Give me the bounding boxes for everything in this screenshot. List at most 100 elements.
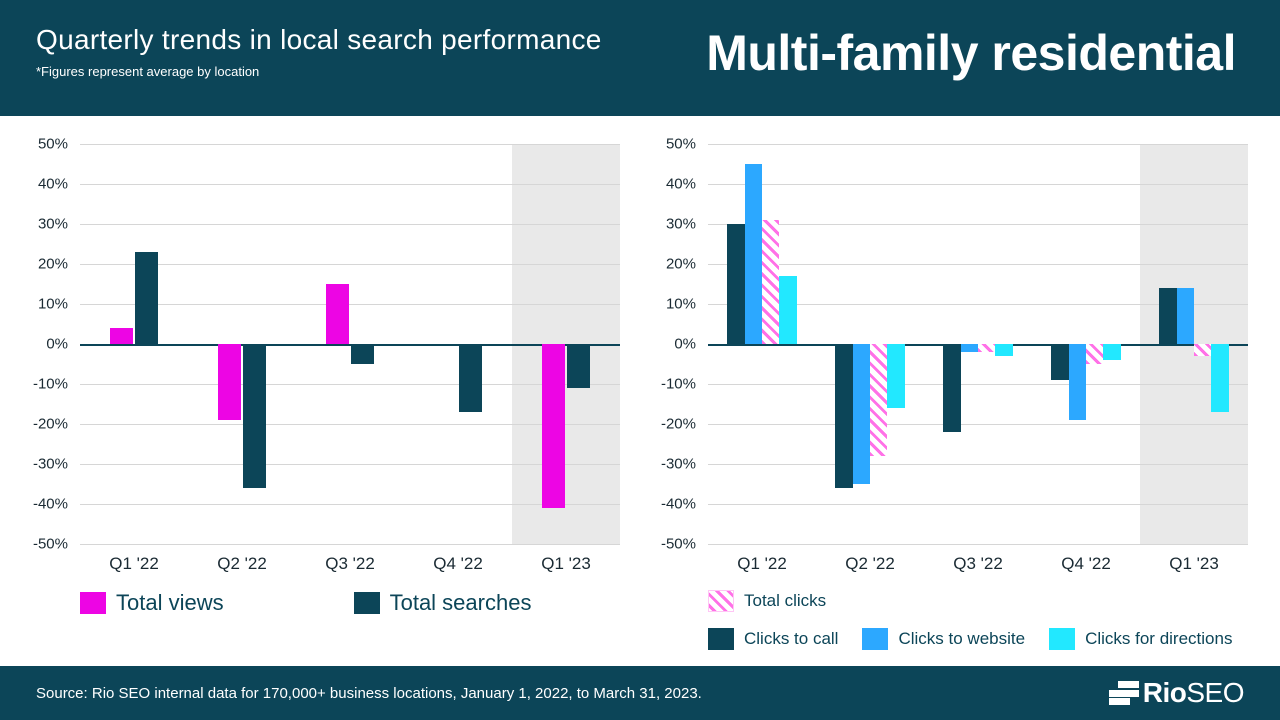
y-axis-label: 10%	[666, 296, 708, 313]
header: Quarterly trends in local search perform…	[0, 0, 1280, 116]
x-axis-label: Q1 '22	[109, 554, 159, 574]
gridline	[80, 224, 620, 225]
bar	[1103, 344, 1120, 360]
y-axis-label: 20%	[666, 256, 708, 273]
bar	[243, 344, 267, 488]
bar	[835, 344, 852, 488]
logo-text: RioSEO	[1143, 677, 1244, 709]
bar	[1211, 344, 1228, 412]
y-axis-label: -10%	[33, 376, 80, 393]
legend-item: Total views	[80, 590, 224, 616]
footer-source: Source: Rio SEO internal data for 170,00…	[36, 685, 702, 702]
chart-right-plot: -50%-40%-30%-20%-10%0%10%20%30%40%50%	[708, 144, 1248, 544]
gridline	[708, 504, 1248, 505]
gridline	[708, 264, 1248, 265]
chart-right: -50%-40%-30%-20%-10%0%10%20%30%40%50% Q1…	[644, 144, 1264, 650]
y-axis-label: -50%	[661, 536, 708, 553]
bar	[567, 344, 591, 388]
bar	[745, 164, 762, 344]
x-axis-label: Q4 '22	[433, 554, 483, 574]
y-axis-label: 20%	[38, 256, 80, 273]
legend-swatch	[1049, 628, 1075, 650]
chart-left-xlabels: Q1 '22Q2 '22Q3 '22Q4 '22Q1 '23	[80, 544, 620, 584]
legend-swatch	[80, 592, 106, 614]
chart-left-legend: Total views Total searches	[80, 584, 620, 616]
y-axis-label: 50%	[38, 136, 80, 153]
gridline	[80, 264, 620, 265]
bar	[1086, 344, 1103, 364]
legend-item: Total searches	[354, 590, 532, 616]
bar	[218, 344, 242, 420]
footer: Source: Rio SEO internal data for 170,00…	[0, 666, 1280, 720]
legend-swatch	[354, 592, 380, 614]
legend-swatch	[708, 628, 734, 650]
y-axis-label: -20%	[661, 416, 708, 433]
y-axis-label: -30%	[661, 456, 708, 473]
x-axis-label: Q2 '22	[217, 554, 267, 574]
y-axis-label: 0%	[674, 336, 708, 353]
chart-left: -50%-40%-30%-20%-10%0%10%20%30%40%50% Q1…	[16, 144, 636, 650]
legend-swatch	[862, 628, 888, 650]
bar	[762, 220, 779, 344]
bar	[351, 344, 375, 364]
y-axis-label: -20%	[33, 416, 80, 433]
legend-label: Total clicks	[744, 591, 826, 611]
header-left: Quarterly trends in local search perform…	[36, 24, 602, 79]
bar	[727, 224, 744, 344]
legend-label: Clicks to call	[744, 629, 838, 649]
gridline	[708, 144, 1248, 145]
chart-left-plot: -50%-40%-30%-20%-10%0%10%20%30%40%50%	[80, 144, 620, 544]
logo: RioSEO	[1109, 677, 1244, 709]
legend-item: Total clicks	[708, 590, 826, 612]
bar	[887, 344, 904, 408]
y-axis-label: -50%	[33, 536, 80, 553]
gridline	[80, 184, 620, 185]
y-axis-label: 30%	[666, 216, 708, 233]
legend-item: Clicks for directions	[1049, 628, 1232, 650]
y-axis-label: -40%	[33, 496, 80, 513]
y-axis-label: 40%	[38, 176, 80, 193]
chart-right-xlabels: Q1 '22Q2 '22Q3 '22Q4 '22Q1 '23	[708, 544, 1248, 584]
x-axis-label: Q4 '22	[1061, 554, 1111, 574]
x-axis-label: Q1 '23	[541, 554, 591, 574]
page-title: Quarterly trends in local search perform…	[36, 24, 602, 56]
y-axis-label: -10%	[661, 376, 708, 393]
gridline	[80, 424, 620, 425]
bar	[135, 252, 159, 344]
legend-label: Clicks to website	[898, 629, 1025, 649]
y-axis-label: 30%	[38, 216, 80, 233]
y-axis-label: 40%	[666, 176, 708, 193]
bar	[978, 344, 995, 352]
chart-right-legend: Total clicks Clicks to call Clicks to webs…	[708, 584, 1248, 650]
gridline	[80, 304, 620, 305]
logo-mark-icon	[1109, 679, 1139, 707]
bar	[943, 344, 960, 432]
bar	[1051, 344, 1068, 380]
bar	[870, 344, 887, 456]
x-axis-label: Q1 '23	[1169, 554, 1219, 574]
x-axis-label: Q2 '22	[845, 554, 895, 574]
logo-thin: SEO	[1186, 677, 1244, 708]
gridline	[708, 224, 1248, 225]
bar	[459, 344, 483, 412]
bar	[1069, 344, 1086, 420]
y-axis-label: -40%	[661, 496, 708, 513]
gridline	[708, 424, 1248, 425]
x-axis-label: Q1 '22	[737, 554, 787, 574]
bar	[1194, 344, 1211, 356]
y-axis-label: 10%	[38, 296, 80, 313]
bar	[1177, 288, 1194, 344]
gridline	[708, 184, 1248, 185]
bar	[779, 276, 796, 344]
bar	[995, 344, 1012, 356]
legend-item: Clicks to call	[708, 628, 838, 650]
bar	[1159, 288, 1176, 344]
gridline	[708, 464, 1248, 465]
bar	[853, 344, 870, 484]
bar	[961, 344, 978, 352]
y-axis-label: 0%	[46, 336, 80, 353]
y-axis-label: 50%	[666, 136, 708, 153]
bar	[326, 284, 350, 344]
legend-label: Clicks for directions	[1085, 629, 1232, 649]
legend-label: Total searches	[390, 590, 532, 616]
